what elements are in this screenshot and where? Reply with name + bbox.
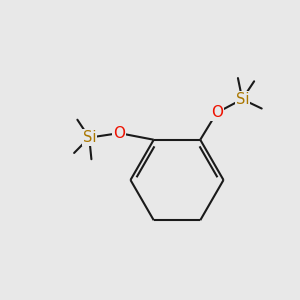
Text: Si: Si <box>236 92 249 107</box>
Text: O: O <box>211 105 223 120</box>
Text: Si: Si <box>82 130 96 145</box>
Text: O: O <box>113 126 125 141</box>
